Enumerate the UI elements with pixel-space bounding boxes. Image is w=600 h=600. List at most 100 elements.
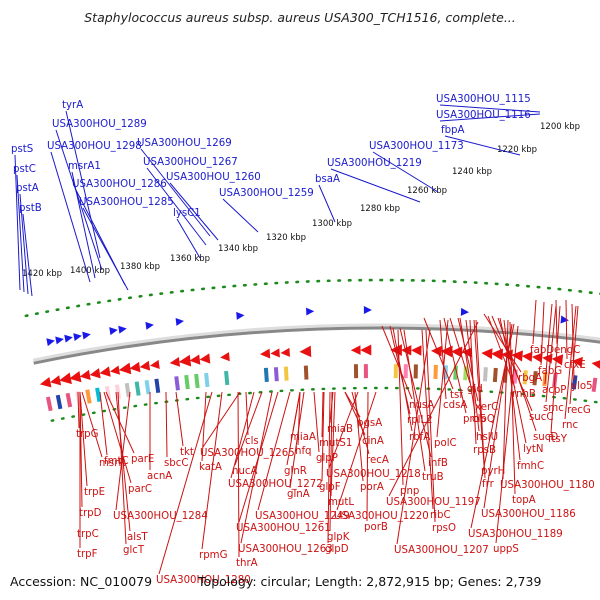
reverse-gene-leader-line — [158, 391, 213, 575]
cog-colour-block — [224, 370, 230, 386]
reverse-gene-label: trpF — [77, 549, 98, 560]
cog-colour-block — [433, 364, 438, 379]
forward-gene-label: fbpA — [441, 125, 465, 136]
reverse-gene-arrow — [110, 365, 120, 375]
cog-colour-block — [55, 394, 63, 410]
reverse-gene-arrow — [129, 361, 141, 373]
reverse-gene-leader-line — [103, 391, 132, 484]
forward-gene-leader-line — [55, 129, 103, 271]
reverse-gene-label: mutS1 — [319, 438, 352, 449]
reverse-gene-label: glnR — [284, 466, 307, 477]
reverse-gene-arrow — [178, 354, 192, 367]
reverse-gene-label: USA300HOU_1261 — [236, 523, 331, 534]
reverse-gene-leader-line — [403, 329, 426, 472]
reverse-gene-leader-line — [397, 329, 404, 486]
reverse-gene-leader-line — [117, 391, 127, 545]
reverse-gene-label: uppS — [493, 544, 519, 555]
reverse-gene-leader-line — [79, 391, 88, 487]
reverse-gene-label: USA300HOU_1220 — [334, 511, 429, 522]
forward-gene-arrow — [73, 333, 82, 342]
reverse-gene-label: nucA — [232, 466, 258, 477]
cog-colour-block — [104, 385, 112, 401]
reverse-gene-label: trpC — [77, 529, 99, 540]
cog-colour-block — [65, 392, 73, 408]
reverse-gene-label: rpmG — [199, 550, 228, 561]
reverse-gene-leader-line — [550, 305, 561, 434]
reverse-gene-arrow — [490, 348, 504, 361]
forward-gene-label: lysC1 — [173, 208, 201, 219]
reverse-gene-arrow — [551, 354, 564, 366]
reverse-gene-label: topA — [512, 495, 536, 506]
kbp-tick-label: 1280 kbp — [360, 204, 400, 214]
kbp-tick-label: 1360 kbp — [170, 254, 210, 264]
reverse-gene-leader-line — [475, 319, 486, 479]
forward-gene-leader-line — [140, 148, 211, 237]
reverse-gene-leader-line — [388, 321, 479, 497]
cog-colour-block — [403, 364, 408, 379]
reverse-gene-leader-line — [545, 305, 557, 403]
reverse-gene-label: cinA — [362, 436, 384, 447]
reverse-gene-label: nusA — [409, 400, 434, 411]
reverse-gene-label: recA — [366, 455, 389, 466]
reverse-gene-arrow — [139, 360, 151, 371]
reverse-gene-label: recG — [567, 405, 591, 416]
reverse-gene-label: cfxE — [564, 360, 586, 371]
reverse-gene-label: porA — [360, 482, 384, 493]
reverse-gene-label: pnp — [400, 486, 419, 497]
forward-gene-leader-line — [318, 184, 336, 223]
reverse-gene-label: sucC — [529, 412, 553, 423]
reverse-gene-label: pgsA — [357, 418, 382, 429]
reverse-gene-label: glnA — [287, 489, 310, 500]
cog-colour-block — [522, 370, 528, 385]
reverse-gene-label: fmhC — [517, 461, 544, 472]
cog-colour-block — [363, 364, 368, 379]
reverse-gene-leader-line — [201, 391, 207, 462]
reverse-gene-leader-line — [540, 301, 545, 366]
reverse-gene-label: rpsB — [473, 445, 496, 456]
cog-colour-block — [174, 376, 180, 391]
reverse-gene-label: USA300HOU_1263 — [238, 544, 333, 555]
reverse-gene-leader-line — [469, 319, 477, 445]
reverse-gene-arrow — [69, 370, 82, 383]
reverse-gene-label: porB — [364, 522, 388, 533]
reverse-gene-label: rbgA — [518, 373, 542, 384]
reverse-gene-leader-line — [564, 305, 577, 420]
reverse-gene-label: trpD — [79, 508, 102, 519]
forward-gene-arrow — [64, 334, 73, 343]
reverse-gene-leader-line — [201, 391, 223, 550]
cog-colour-block — [393, 364, 398, 379]
kbp-tick-label: 1200 kbp — [540, 122, 580, 132]
reverse-gene-label: USA300HOU_1218 — [326, 469, 421, 480]
kbp-tick-label: 1220 kbp — [497, 145, 537, 155]
reverse-gene-leader-line — [491, 315, 533, 412]
forward-gene-label: msrA1 — [68, 161, 101, 172]
reverse-gene-leader-line — [289, 391, 305, 489]
reverse-gene-label: trpG — [76, 429, 99, 440]
reverse-gene-leader-line — [569, 305, 579, 405]
kbp-tick-label: 1400 kbp — [70, 266, 110, 276]
cog-colour-block — [134, 381, 141, 396]
forward-gene-label: USA300HOU_1286 — [72, 179, 167, 190]
forward-gene-label: USA300HOU_1173 — [369, 141, 464, 152]
reverse-gene-label: USA300HOU_1249 — [255, 511, 350, 522]
reverse-gene-label: glpF — [319, 482, 341, 493]
reverse-gene-arrow — [299, 345, 312, 358]
reverse-gene-leader-line — [245, 391, 249, 436]
reverse-gene-label: rpsO — [432, 523, 456, 534]
cog-colour-block — [283, 366, 289, 381]
reverse-gene-leader-line — [565, 299, 568, 360]
forward-gene-label: USA300HOU_1259 — [219, 188, 314, 199]
reverse-gene-arrow — [49, 375, 62, 386]
forward-gene-leader-line — [176, 218, 201, 259]
forward-gene-leader-line — [330, 168, 421, 203]
cog-colour-block — [184, 374, 190, 390]
forward-gene-arrow — [306, 307, 315, 316]
reverse-gene-leader-line — [443, 317, 467, 414]
reverse-gene-leader-line — [544, 303, 553, 385]
reverse-gene-leader-line — [459, 317, 476, 414]
reverse-gene-leader-line — [77, 391, 80, 429]
reverse-gene-label: miaA — [290, 432, 316, 443]
reverse-gene-arrow — [150, 359, 160, 369]
reverse-gene-label: xerC — [475, 402, 498, 413]
reverse-gene-arrow — [591, 359, 600, 371]
